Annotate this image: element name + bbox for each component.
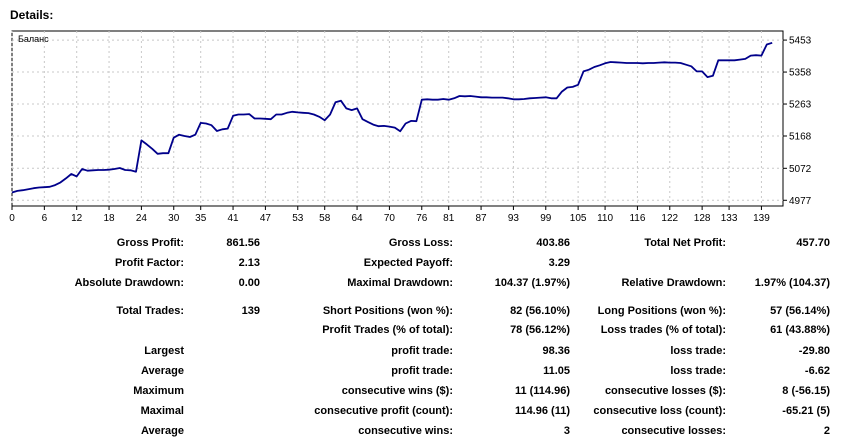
profit-trades-value: 78 (56.12%)	[510, 324, 570, 336]
x-tick-label: 76	[416, 213, 428, 224]
x-tick-label: 105	[570, 213, 587, 224]
long-positions-value: 57 (56.14%)	[770, 305, 830, 317]
x-tick-label: 110	[597, 213, 613, 224]
largest-label: Largest	[144, 345, 184, 357]
y-tick-label: 5168	[789, 132, 812, 143]
total-net-profit-value: 457.70	[796, 237, 830, 249]
average-consecutive-wins-value: 3	[563, 425, 570, 437]
max-consecutive-wins-value: 11 (114.96)	[514, 385, 570, 397]
x-tick-label: 53	[292, 213, 304, 224]
maximal-consecutive-loss-label: consecutive loss (count):	[593, 405, 726, 417]
x-tick-label: 35	[195, 213, 207, 224]
average-consecutive-wins-label: consecutive wins:	[358, 425, 453, 437]
average-consecutive-losses-label: consecutive losses:	[621, 425, 726, 437]
profit-trades-label: Profit Trades (% of total):	[322, 324, 453, 336]
average-label: Average	[140, 365, 184, 377]
absolute-drawdown-label: Absolute Drawdown:	[74, 277, 184, 289]
maximum-label: Maximum	[133, 385, 184, 397]
short-positions-label: Short Positions (won %):	[322, 305, 453, 317]
loss-trades-label: Loss trades (% of total):	[600, 324, 726, 336]
maximal-consecutive-profit-label: consecutive profit (count):	[314, 405, 453, 417]
maximal-consecutive-loss-value: -65.21 (5)	[782, 405, 830, 417]
expected-payoff-value: 3.29	[548, 257, 570, 269]
balance-chart-svg: 0 6 12 18 24 30 35 41 47 53 58 64 70 76 81 87 93 99 105 110…	[9, 30, 812, 224]
y-tick-label: 5358	[789, 68, 812, 79]
x-tick-label: 93	[508, 213, 520, 224]
total-trades-label: Total Trades:	[116, 305, 184, 317]
y-tick-label: 5072	[789, 164, 812, 175]
details-heading: Details:	[10, 8, 54, 22]
x-tick-label: 139	[753, 213, 770, 224]
x-tick-label: 6	[42, 213, 48, 224]
y-tick-label: 5453	[789, 36, 812, 47]
x-tick-label: 128	[694, 213, 711, 224]
short-positions-value: 82 (56.10%)	[510, 305, 570, 317]
loss-trades-value: 61 (43.88%)	[770, 324, 830, 336]
largest-profit-trade-value: 98.36	[542, 345, 570, 357]
plot-frame	[11, 30, 784, 207]
average-profit-trade-value: 11.05	[543, 365, 570, 377]
average-consecutive-losses-value: 2	[823, 425, 830, 437]
max-consecutive-losses-label: consecutive losses ($):	[604, 385, 726, 397]
average-loss-trade-label: loss trade:	[670, 365, 726, 377]
expected-payoff-label: Expected Payoff:	[363, 257, 453, 269]
balance-chart: 0 6 12 18 24 30 35 41 47 53 58 64 70 76 81 87 93 99 105 110…	[0, 26, 845, 228]
maximal-label: Maximal	[140, 405, 184, 417]
average-consecutive-label: Average	[140, 425, 184, 437]
relative-drawdown-label: Relative Drawdown:	[621, 277, 726, 289]
x-tick-label: 24	[136, 213, 148, 224]
maximal-drawdown-value: 104.37 (1.97%)	[494, 277, 570, 289]
average-profit-trade-label: profit trade:	[391, 365, 453, 377]
chart-title: Баланс	[18, 34, 49, 44]
gross-profit-label: Gross Profit:	[116, 237, 184, 249]
profit-factor-value: 2.13	[238, 257, 260, 269]
x-tick-label: 47	[260, 213, 272, 224]
x-tick-label: 133	[721, 213, 738, 224]
max-consecutive-losses-value: 8 (-56.15)	[782, 385, 830, 397]
x-tick-label: 70	[384, 213, 396, 224]
x-tick-label: 18	[103, 213, 115, 224]
maximal-consecutive-profit-value: 114.96 (11)	[514, 405, 570, 417]
x-tick-label: 0	[9, 213, 15, 224]
x-tick-label: 99	[540, 213, 552, 224]
x-tick-label: 87	[476, 213, 488, 224]
absolute-drawdown-value: 0.00	[238, 277, 260, 289]
gross-loss-label: Gross Loss:	[388, 237, 453, 249]
x-tick-label: 12	[71, 213, 83, 224]
largest-loss-trade-value: -29.80	[798, 345, 830, 357]
y-tick-label: 5263	[789, 100, 812, 111]
x-tick-label: 64	[352, 213, 364, 224]
largest-loss-trade-label: loss trade:	[670, 345, 726, 357]
x-tick-label: 30	[168, 213, 180, 224]
balance-line	[11, 41, 773, 194]
maximal-drawdown-label: Maximal Drawdown:	[347, 277, 453, 289]
y-tick-label: 4977	[789, 196, 812, 207]
x-tick-label: 81	[443, 213, 455, 224]
largest-profit-trade-label: profit trade:	[391, 345, 453, 357]
long-positions-label: Long Positions (won %):	[597, 305, 726, 317]
gross-profit-value: 861.56	[226, 237, 260, 249]
x-tick-label: 41	[227, 213, 239, 224]
total-trades-value: 139	[241, 305, 260, 317]
x-tick-label: 122	[661, 213, 678, 224]
gross-loss-value: 403.86	[536, 237, 570, 249]
average-loss-trade-value: -6.62	[804, 365, 830, 377]
max-consecutive-wins-label: consecutive wins ($):	[341, 385, 453, 397]
profit-factor-label: Profit Factor:	[114, 257, 184, 269]
total-net-profit-label: Total Net Profit:	[644, 237, 726, 249]
x-tick-label: 58	[319, 213, 331, 224]
x-tick-label: 116	[629, 213, 645, 224]
relative-drawdown-value: 1.97% (104.37)	[754, 277, 830, 289]
